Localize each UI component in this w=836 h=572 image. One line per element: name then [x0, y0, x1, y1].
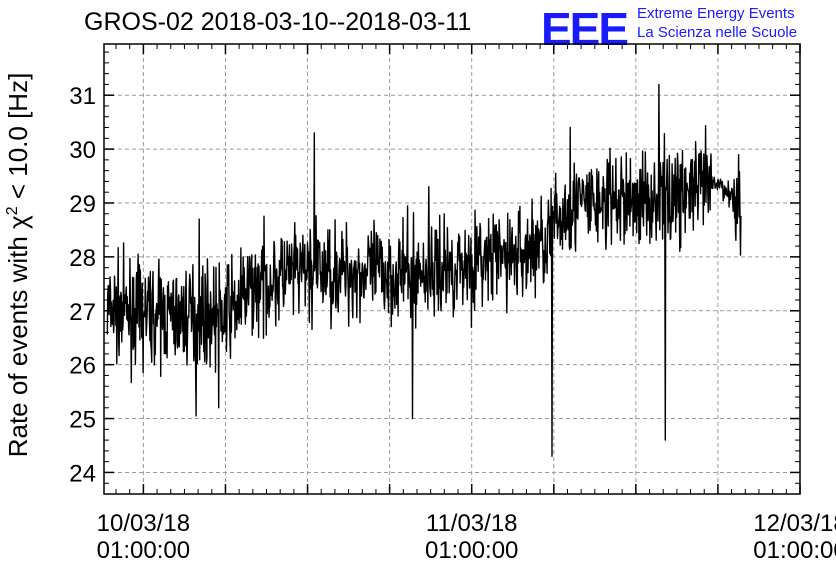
y-axis-label: Rate of events with χ2 < 10.0 [Hz]: [3, 73, 33, 458]
y-tick-label: 26: [69, 353, 96, 380]
y-tick-label: 30: [69, 137, 96, 164]
chart-title: GROS-02 2018-03-10--2018-03-11: [84, 8, 472, 36]
x-tick-label-time: 01:00:00: [97, 537, 190, 564]
logo-caption-line1: Extreme Energy Events: [637, 5, 795, 22]
x-tick-label-time: 01:00:00: [425, 537, 518, 564]
y-tick-label: 27: [69, 299, 96, 326]
x-tick-label-date: 12/03/18: [753, 510, 836, 537]
y-axis-label-suffix: < 10.0 [Hz]: [3, 73, 33, 207]
x-tick-label-date: 10/03/18: [97, 510, 190, 537]
y-tick-label: 25: [69, 407, 96, 434]
series-group: [106, 83, 742, 457]
x-tick-labels: 10/03/1801:00:0011/03/1801:00:0012/03/18…: [97, 510, 836, 564]
x-tick-label-date: 11/03/18: [426, 510, 518, 537]
y-tick-labels: 24 25 26 27 28 29 30 31: [69, 83, 96, 487]
logo-caption: Extreme Energy Events La Scienza nelle S…: [637, 4, 797, 42]
plot-frame: [103, 43, 801, 495]
y-axis-label-sup: 2: [4, 206, 21, 215]
y-tick-label: 28: [69, 245, 96, 272]
rate-series-line: [106, 83, 742, 457]
y-tick-label: 31: [69, 83, 96, 110]
y-axis-label-prefix: Rate of events with: [3, 229, 33, 457]
y-tick-label: 24: [69, 460, 96, 487]
axis-ticks: [104, 44, 801, 495]
logo-caption-line2: La Scienza nelle Scuole: [637, 24, 798, 41]
y-tick-label: 29: [69, 191, 96, 218]
eee-logo: EEE: [541, 3, 629, 55]
y-axis-label-chi: χ: [3, 215, 33, 229]
x-tick-label-time: 01:00:00: [753, 537, 836, 564]
